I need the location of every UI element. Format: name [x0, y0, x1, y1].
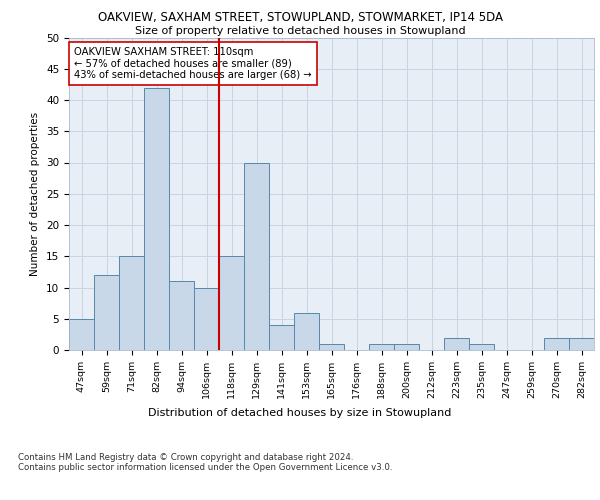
Bar: [444, 338, 469, 350]
Bar: [294, 312, 319, 350]
Bar: [369, 344, 394, 350]
Text: OAKVIEW, SAXHAM STREET, STOWUPLAND, STOWMARKET, IP14 5DA: OAKVIEW, SAXHAM STREET, STOWUPLAND, STOW…: [97, 12, 503, 24]
Bar: [94, 275, 119, 350]
Bar: [269, 325, 294, 350]
Bar: [119, 256, 144, 350]
Bar: [244, 162, 269, 350]
Bar: [69, 319, 94, 350]
Text: Distribution of detached houses by size in Stowupland: Distribution of detached houses by size …: [148, 408, 452, 418]
Text: OAKVIEW SAXHAM STREET: 110sqm
← 57% of detached houses are smaller (89)
43% of s: OAKVIEW SAXHAM STREET: 110sqm ← 57% of d…: [74, 47, 312, 80]
Bar: [144, 88, 169, 350]
Y-axis label: Number of detached properties: Number of detached properties: [31, 112, 40, 276]
Bar: [319, 344, 344, 350]
Bar: [569, 338, 594, 350]
Bar: [544, 338, 569, 350]
Bar: [169, 281, 194, 350]
Bar: [194, 288, 219, 350]
Bar: [394, 344, 419, 350]
Bar: [219, 256, 244, 350]
Bar: [469, 344, 494, 350]
Text: Contains HM Land Registry data © Crown copyright and database right 2024.
Contai: Contains HM Land Registry data © Crown c…: [18, 452, 392, 472]
Text: Size of property relative to detached houses in Stowupland: Size of property relative to detached ho…: [134, 26, 466, 36]
